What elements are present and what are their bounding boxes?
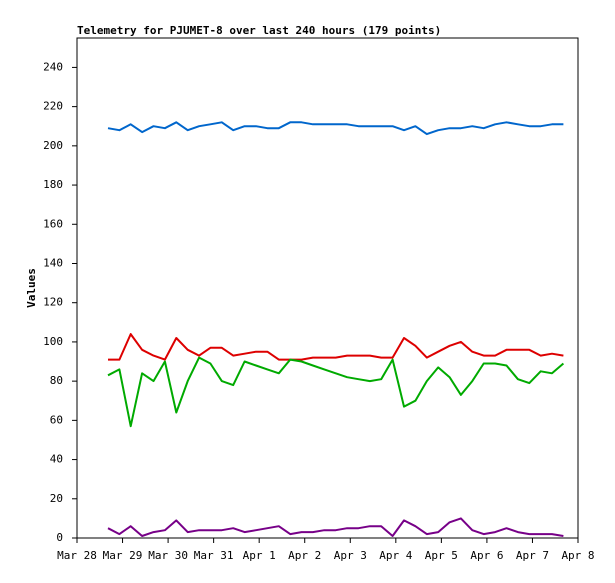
- chart-title: Telemetry for PJUMET-8 over last 240 hou…: [77, 24, 441, 37]
- y-tick-label: 20: [50, 492, 63, 505]
- x-tick-label: Apr 3: [334, 549, 367, 562]
- x-tick-label: Mar 29: [103, 549, 143, 562]
- y-tick-label: 220: [43, 100, 63, 113]
- y-tick-label: 80: [50, 374, 63, 387]
- x-tick-label: Apr 7: [516, 549, 549, 562]
- y-tick-label: 60: [50, 413, 63, 426]
- series-line: [107, 356, 565, 428]
- y-tick-label: 100: [43, 335, 63, 348]
- y-tick-label: 140: [43, 256, 63, 269]
- series-line: [107, 517, 564, 537]
- y-tick-label: 240: [43, 60, 63, 73]
- series-line: [108, 333, 564, 361]
- y-tick-label: 120: [43, 296, 63, 309]
- series-line: [107, 121, 564, 136]
- x-tick-label: Apr 4: [379, 549, 412, 562]
- y-axis-label: Values: [25, 268, 38, 308]
- y-tick-label: 160: [43, 217, 63, 230]
- y-tick-label: 180: [43, 178, 63, 191]
- x-tick-label: Apr 2: [288, 549, 321, 562]
- x-tick-label: Mar 31: [194, 549, 234, 562]
- x-tick-label: Apr 1: [243, 549, 276, 562]
- plot-frame: [76, 37, 579, 539]
- y-tick-label: 200: [43, 139, 63, 152]
- x-tick-label: Apr 8: [561, 549, 594, 562]
- y-tick-label: 40: [50, 453, 63, 466]
- x-tick-label: Mar 30: [148, 549, 188, 562]
- x-tick-label: Apr 5: [425, 549, 458, 562]
- x-tick-label: Apr 6: [470, 549, 503, 562]
- y-tick-label: 0: [56, 531, 63, 544]
- x-tick-label: Mar 28: [57, 549, 97, 562]
